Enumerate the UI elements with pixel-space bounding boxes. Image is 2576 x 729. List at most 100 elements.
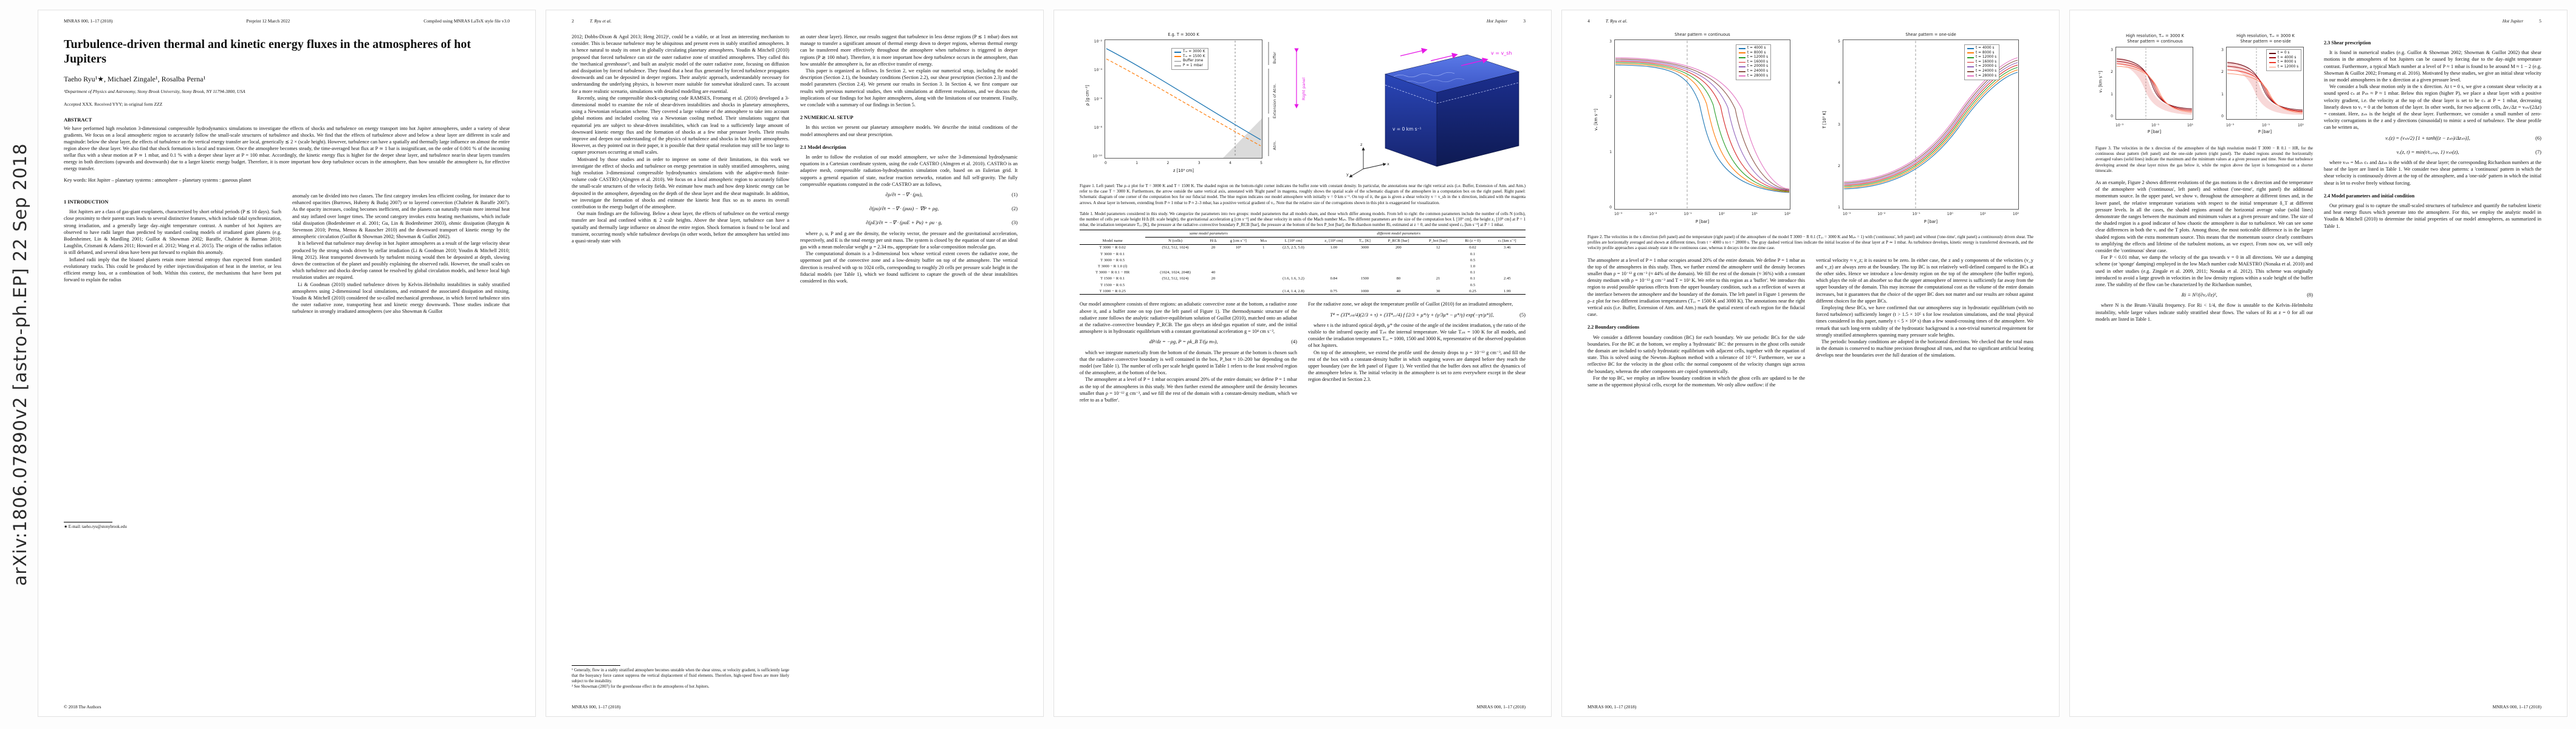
text-block: anomaly can be divided into two classes.… [292, 193, 510, 240]
table-header-cell: P_bot [bar] [1419, 237, 1457, 245]
text-block: For the top BC, we employ an inflow boun… [1588, 375, 1805, 388]
legend-swatch [1174, 56, 1181, 58]
table-header-cell: Tᵢᵣᵣ [K] [1352, 237, 1377, 245]
table-group-row: Model name same model parameters differe… [1080, 230, 1526, 245]
legend-item: t = 4000 s [1967, 46, 1996, 51]
legend-item: t = 0 s [2269, 51, 2298, 56]
legend-swatch [1739, 52, 1745, 54]
legend-swatch [2269, 52, 2276, 54]
keywords-line: Key words: Hot Jupiter – planetary syste… [64, 177, 252, 183]
journal-ref: MNRAS 000, 1–17 (2018) [2492, 704, 2541, 710]
legend-swatch [1739, 57, 1745, 58]
page-footer: © 2018 The Authors [64, 704, 510, 710]
tick-label: 10⁻³ [2115, 123, 2124, 128]
legend-item: t = 8000 s [1739, 51, 1768, 56]
text-block: vₓ(z) = (vₛₕ/2) [1 + tanh((z − zₛₕ)/Δzₛₕ… [2385, 134, 2541, 141]
table-1: Model name same model parameters differe… [1080, 230, 1526, 295]
text-block: Employing these BCs, we have confirmed t… [1816, 305, 2033, 338]
table-header-cell: Ri (z = 0) [1456, 237, 1489, 245]
journal-ref: MNRAS 000, 1–17 (2018) [572, 704, 621, 710]
legend-label: t = 8000 s [1747, 50, 1766, 55]
text-block: ∂(ρu)/∂t = −∇ · (ρuu) − ∇P + ρg, (2) [869, 205, 1018, 212]
running-header: 4 T. Ryu et al. [1588, 18, 2033, 24]
legend-swatch [1967, 70, 1974, 72]
text-block: In this section we present our planetary… [800, 125, 1018, 137]
tick-label: 10⁰ [1947, 212, 1953, 216]
y-axis-ticks: 3 2 1 0 [1601, 39, 1612, 210]
legend-swatch [1174, 65, 1181, 67]
column-left: The atmosphere at a level of P = 1 mbar … [1588, 257, 1805, 646]
legend-label: t = 8000 s [1976, 50, 1995, 55]
running-title: T. Ryu et al. [1605, 18, 1628, 24]
legend-item: Tᵢᵣᵣ = 1500 K [1174, 55, 1205, 60]
tick-label: 0 [1609, 205, 1612, 210]
legend-label: t = 16000 s [1747, 60, 1769, 64]
legend-swatch [1739, 61, 1745, 63]
text-block: As an example, Figure 2 shows different … [2095, 180, 2313, 254]
running-header: 2 T. Ryu et al. [572, 18, 1018, 24]
table-header-cell: P_RCB [bar] [1377, 237, 1420, 245]
table-group-diff: different model parameters [1272, 230, 1526, 238]
tick-label: 10⁻¹ [2261, 123, 2270, 128]
figure1-annotations: Buffer Extension of Atm. Atm. Right pane… [1268, 42, 1306, 156]
figure-2: Shear pattern = continuous [1588, 32, 2033, 230]
text-block: The atmosphere at a level of P = 1 mbar … [1080, 377, 1297, 403]
text-block: 2.2 Boundary conditions [1588, 324, 1640, 330]
table-header-cell: g [cm s⁻²] [1221, 237, 1256, 245]
tick-label: 3 [1197, 161, 1201, 165]
legend-swatch [1967, 66, 1974, 68]
tick-label: 1 [1838, 205, 1840, 210]
text-block: This paper is organized as follows. In S… [800, 68, 1018, 108]
page-2: 2 T. Ryu et al. 2012; Dobbs-Dixon & Agol… [546, 10, 1044, 717]
y-axis-label: ρ [g cm⁻³] [1085, 85, 1090, 106]
legend-label: t = 12000 s [1747, 55, 1769, 60]
legend-label: t = 16000 s [1976, 60, 1997, 64]
text-block: Our main findings are the following. Bel… [572, 211, 789, 244]
text-block: For P < 0.01 mbar, we damp the velocity … [2095, 255, 2313, 288]
plot-title: Shear pattern = continuous [2127, 39, 2183, 44]
legend-swatch [1967, 57, 1974, 58]
table-row: T 3000 − R 1.0 (f) 1.0 [1098, 264, 1476, 269]
running-header: MNRAS 000, 1–17 (2018) Preprint 12 March… [64, 18, 510, 24]
legend-swatch [1967, 75, 1974, 77]
tick-label: 3 [1609, 39, 1612, 44]
tick-label: 4 [1228, 161, 1231, 165]
plot-title: Shear pattern = continuous [1674, 32, 1730, 37]
tick-label: 2 [2221, 70, 2224, 75]
tick-label: 10⁻³ [2226, 123, 2235, 128]
tick-label: 10⁻³ [1843, 212, 1851, 216]
abstract-text: We have performed high resolution 3-dime… [64, 126, 510, 171]
y-axis-ticks: 3 2 1 0 [2215, 47, 2224, 120]
y-axis-label: vₓ [km s⁻¹] [1594, 109, 1598, 131]
legend-label: t = 12000 s [2278, 64, 2299, 69]
tick-label: 10² [1784, 212, 1790, 216]
page-number: 3 [1523, 18, 1526, 24]
page-footer: MNRAS 000, 1–17 (2018) [1080, 704, 1526, 710]
table1-caption: Table 1. Model parameters considered in … [1080, 211, 1526, 228]
tick-label: 10⁻⁴ [1094, 68, 1102, 73]
plot-legend: Tᵢᵣᵣ = 3000 K Tᵢᵣᵣ = 1500 K Buffer zone P =… [1171, 48, 1208, 70]
text-block: where τ is the infrared optical depth, μ… [1308, 322, 1526, 349]
figure1-3d-box: v = v_sh v = 0 km s⁻¹ x y z [1346, 47, 1520, 177]
legend-item: t = 8000 s [1967, 51, 1996, 56]
legend-label: t = 20000 s [1747, 64, 1769, 69]
text-block: ★ E-mail: taeho.ryu@stonybrook.edu [64, 525, 127, 529]
text-block: 2.1 Model description [800, 144, 846, 150]
y-axis-label: vₓ [km s⁻¹] [2098, 70, 2103, 93]
text-block: The computational domain is a 3-dimensio… [800, 251, 1018, 284]
text-block: vₓ(z, t) = min(t/tᵣₐₘₚ, 1) vₛₕ(z), (7) [2396, 148, 2541, 155]
text-block: For the radiative zone, we adopt the tem… [1308, 301, 1513, 307]
legend-item: t = 24000 s [1739, 69, 1768, 74]
legend-label: t = 24000 s [1747, 69, 1769, 73]
column-left: 1 INTRODUCTION Hot Jupiters are a class o… [64, 193, 281, 530]
legend-swatch [1739, 75, 1745, 77]
tick-label: 0 [2221, 114, 2224, 118]
x-axis-ticks: 10⁻³ 10⁻² 10⁻¹ 10⁰ 10¹ 10² [1843, 212, 2019, 216]
plot-title: E.g. T = 3000 K [1168, 32, 1199, 37]
page-3: Hot Jupiter 3 E.g. T = 3000 K [1053, 10, 1552, 717]
tick-label: 10⁰ [1718, 212, 1725, 216]
svg-text:v = 0 km s⁻¹: v = 0 km s⁻¹ [1392, 126, 1422, 132]
tick-label: 10¹ [1751, 212, 1758, 216]
legend-swatch [2269, 57, 2276, 59]
text-block: Our primary goal is to capture the small… [2324, 203, 2541, 229]
